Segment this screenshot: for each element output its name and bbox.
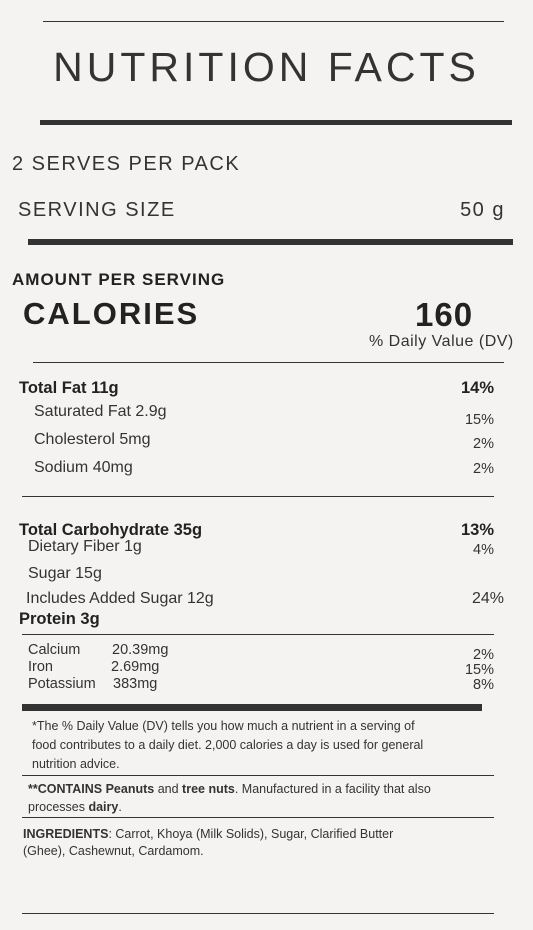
dv-header: % Daily Value (DV) — [369, 333, 514, 350]
potassium-amount: 383mg — [113, 676, 158, 692]
title-divider — [40, 120, 512, 125]
total-fat-dv: 14% — [460, 379, 494, 397]
dv-footnote: *The % Daily Value (DV) tells you how mu… — [32, 717, 502, 774]
potassium-dv: 8% — [473, 677, 494, 693]
dv-footnote-line1: *The % Daily Value (DV) tells you how mu… — [32, 719, 415, 733]
iron-name: Iron — [28, 659, 53, 675]
allergen-and: and — [157, 782, 179, 796]
allergen-line1: **CONTAINS Peanuts and tree nuts. Manufa… — [28, 780, 503, 798]
calcium-dv: 2% — [473, 647, 494, 663]
added-sugar-dv: 24% — [471, 590, 504, 607]
ingredients-text-2: (Ghee), Cashewnut, Cardamom. — [23, 844, 204, 858]
allergen-tree-nuts: tree nuts — [182, 782, 235, 796]
calories-divider — [33, 362, 504, 363]
dv-footnote-line3: nutrition advice. — [32, 757, 120, 771]
total-carb-label: Total Carbohydrate 35g — [19, 521, 203, 539]
potassium-name: Potassium — [28, 676, 96, 692]
ingredients: INGREDIENTS: Carrot, Khoya (Milk Solids)… — [23, 826, 503, 860]
calcium-name: Calcium — [28, 642, 81, 658]
serving-size-value: 50 g — [460, 199, 505, 221]
allergen-statement: **CONTAINS Peanuts and tree nuts. Manufa… — [28, 780, 503, 816]
protein-label: Protein 3g — [19, 610, 100, 628]
sodium-dv: 2% — [473, 461, 494, 477]
amount-per-serving: AMOUNT PER SERVING — [12, 270, 226, 289]
minerals-divider — [22, 704, 482, 711]
total-fat-label: Total Fat 11g — [19, 379, 119, 397]
bottom-divider — [22, 913, 494, 914]
allergen-divider — [22, 817, 494, 818]
dietary-fiber-dv: 4% — [473, 542, 494, 558]
added-sugar-label: Includes Added Sugar 12g — [26, 590, 214, 607]
serves-per-pack: 2 SERVES PER PACK — [12, 153, 241, 175]
allergen-dairy: dairy — [88, 800, 119, 814]
iron-amount: 2.69mg — [111, 659, 160, 675]
calcium-amount: 20.39mg — [112, 642, 169, 658]
ingredients-label: INGREDIENTS — [23, 827, 109, 841]
calories-value: 160 — [415, 296, 474, 333]
sodium-label: Sodium 40mg — [34, 459, 133, 476]
label-title: NUTRITION FACTS — [53, 44, 480, 90]
sugar-label: Sugar 15g — [28, 565, 102, 582]
saturated-fat-label: Saturated Fat 2.9g — [34, 403, 167, 420]
ingredients-text-1: : Carrot, Khoya (Milk Solids), Sugar, Cl… — [108, 827, 394, 841]
fat-divider — [22, 496, 494, 497]
top-divider — [43, 21, 504, 22]
total-carb-dv: 13% — [460, 521, 494, 539]
saturated-fat-dv: 15% — [464, 412, 494, 428]
dv-footnote-line2: food contributes to a daily diet. 2,000 … — [32, 738, 424, 752]
calories-label: CALORIES — [23, 296, 200, 331]
cholesterol-dv: 2% — [473, 436, 494, 452]
allergen-period: . — [118, 800, 122, 814]
iron-dv: 15% — [464, 662, 494, 678]
allergen-prefix: **CONTAINS — [28, 782, 103, 796]
serving-divider — [28, 239, 513, 245]
allergen-rest: . Manufactured in a facility that also — [234, 782, 431, 796]
dietary-fiber-label: Dietary Fiber 1g — [28, 538, 142, 555]
footnote-divider — [22, 775, 494, 776]
allergen-peanuts: Peanuts — [105, 782, 155, 796]
allergen-line2: processes dairy. — [28, 798, 503, 816]
cholesterol-label: Cholesterol 5mg — [34, 431, 151, 448]
ingredients-line1: INGREDIENTS: Carrot, Khoya (Milk Solids)… — [23, 826, 503, 843]
protein-divider — [22, 634, 494, 635]
serving-size-label: SERVING SIZE — [18, 199, 176, 221]
allergen-processes: processes — [28, 800, 85, 814]
